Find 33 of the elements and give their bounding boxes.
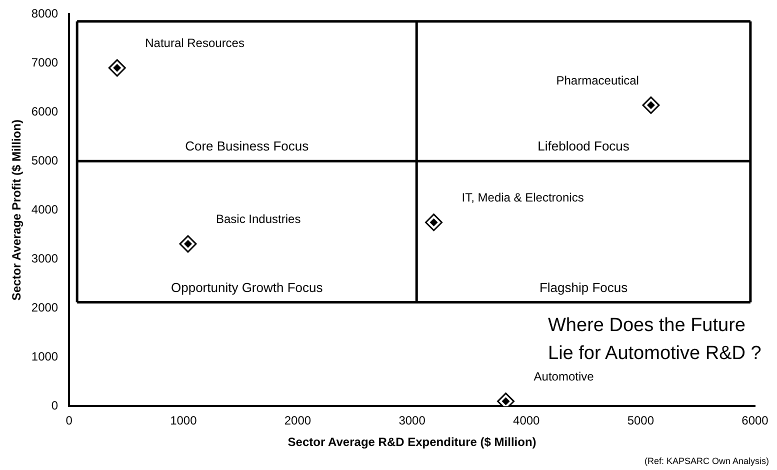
annotation: Core Business Focus	[185, 138, 310, 154]
text: IT, Media & Electronics	[462, 190, 584, 205]
annotation: Flagship Focus	[539, 280, 628, 295]
x-tick-label: 5000	[627, 414, 654, 428]
y-tick-label: 0	[51, 398, 58, 413]
text: Automotive	[534, 370, 594, 384]
text: Basic Industries	[216, 212, 301, 226]
y-tick-label: 6000	[31, 104, 58, 118]
y-tick-label: 8000	[31, 6, 58, 20]
y-tick-label: 5000	[31, 153, 58, 168]
annotation: Lifeblood Focus	[538, 138, 630, 154]
y-tick-label: 1000	[31, 349, 58, 364]
x-tick-label: 3000	[398, 414, 426, 428]
y-tick-label: 4000	[31, 202, 58, 216]
x-tick-label: 6000	[742, 414, 769, 428]
text: Where Does the Future Lie for Automotive R&D ?	[548, 314, 762, 366]
y-tick-label: 2000	[31, 300, 58, 314]
point	[179, 235, 197, 253]
point	[642, 96, 660, 114]
text: (Ref: KAPSARC Own Analysis)	[644, 456, 769, 466]
x-tick-label: 1000	[170, 414, 198, 428]
x-tick-label: 0	[66, 414, 73, 428]
x-tick-label: 4000	[513, 414, 540, 428]
series-label: Pharmaceutical	[556, 74, 639, 88]
point	[425, 214, 443, 232]
x-tick-label: 2000	[284, 414, 312, 428]
x-axis-title: Sector Average R&D Expenditure ($ Million)	[288, 435, 536, 450]
point	[108, 59, 126, 77]
y-axis-title: Sector Average Profit ($ Million)	[10, 120, 24, 301]
y-tick-label: 3000	[31, 251, 58, 266]
annotation: Opportunity Growth Focus	[170, 280, 324, 295]
text: Natural Resources	[145, 36, 244, 50]
y-tick-label: 7000	[31, 55, 58, 70]
